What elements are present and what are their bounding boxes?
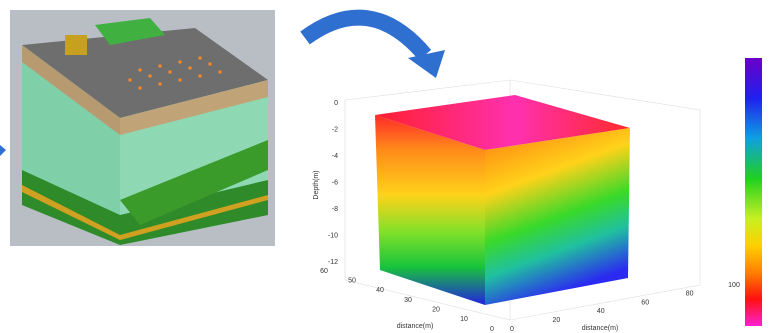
x-tick-label: 0: [510, 326, 514, 333]
axis-label: distance(m): [582, 325, 619, 332]
x-tick-label: 80: [686, 291, 694, 298]
z-tick-label: -4: [332, 153, 338, 160]
y-tick-label: 30: [404, 297, 412, 304]
y-tick-label: 0: [490, 326, 494, 333]
axis-label: Depth(m): [313, 170, 320, 199]
y-tick-label: 40: [376, 287, 384, 294]
voxel-plot: Depth(m) distance(m) distance(m) 0 -2 -4 -6…: [313, 58, 762, 333]
axis-label: distance(m): [397, 323, 434, 330]
z-tick-label: -12: [328, 259, 338, 266]
figure: Depth(m) distance(m) distance(m) 0 -2 -4 -6…: [0, 0, 771, 333]
x-tick-label: 40: [597, 308, 605, 315]
y-tick-label: 60: [320, 268, 328, 275]
y-tick-label: 50: [348, 278, 356, 285]
ground-model: [10, 10, 275, 246]
curved-arrow: [305, 18, 445, 78]
x-tick-label: 100: [728, 282, 740, 289]
y-tick-label: 20: [432, 307, 440, 314]
z-tick-label: 0: [334, 100, 338, 107]
y-tick-label: 10: [460, 316, 468, 323]
colorbar: [745, 58, 762, 326]
x-tick-label: 20: [553, 317, 561, 324]
z-tick-label: -8: [332, 206, 338, 213]
z-tick-label: -10: [328, 232, 338, 239]
arrow: [0, 145, 6, 156]
x-tick-label: 60: [641, 299, 649, 306]
z-tick-label: -2: [332, 126, 338, 133]
z-tick-label: -6: [332, 179, 338, 186]
